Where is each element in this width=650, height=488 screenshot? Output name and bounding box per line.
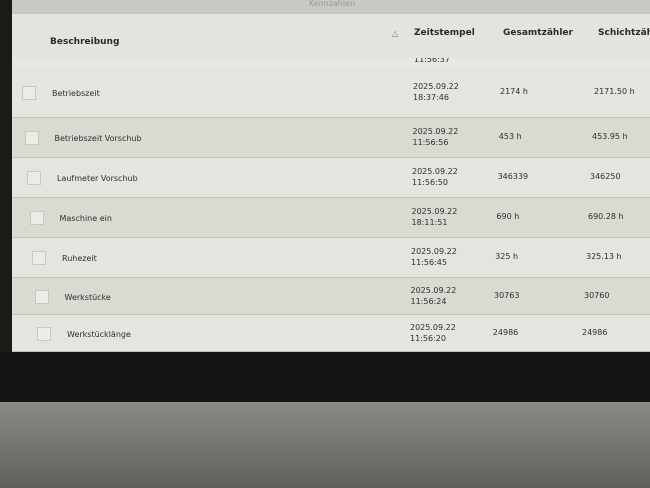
description: Werkstücke [64,292,111,302]
date: 2025.09.22 [410,285,457,295]
total: 24986 [492,327,519,337]
column-header[interactable]: Gesamtzähler [503,28,573,38]
background [0,402,650,488]
table-row[interactable]: Werkstücklänge 2025.09.22 11:56:20 24986 249… [12,315,650,352]
total: 453 h [498,132,522,141]
shift: 453.95 h [592,132,628,141]
description: Betriebszeit [52,89,100,98]
table-row[interactable]: Ruhezeit 2025.09.22 11:56:45 325 h 325.13 h [12,238,650,278]
time: 11:56:45 [411,258,447,267]
table-row[interactable]: Laufmeter Vorschub 2025.09.22 11:56:50 3463… [12,158,650,198]
table-row[interactable]: Maschine ein 2025.09.22 18:11:51 690 h 690.2… [12,198,650,238]
description: Werkstücklänge [67,329,131,339]
column-header[interactable]: Beschreibung [50,37,120,47]
checkbox[interactable] [27,171,41,185]
total: 2174 h [500,87,528,96]
date: 2025.09.22 [411,207,458,216]
date: 2025.09.22 [413,82,459,91]
sort-icon[interactable]: △ [392,29,399,38]
shift: 325.13 h [586,252,622,261]
shift: 24986 [582,327,608,337]
date: 2025.09.22 [412,167,458,176]
description: Maschine ein [59,214,112,223]
date: 2025.09.22 [410,322,456,332]
total: 690 h [496,212,520,221]
table-row[interactable]: Betriebszeit 2025.09.22 18:37:46 2174 h 2171… [12,68,650,118]
shift: 690.28 h [588,212,624,221]
table-header: Beschreibung Zeitstempel Gesamtzähler Schic… [12,14,650,59]
checkbox[interactable] [37,326,51,341]
bezel [0,0,12,400]
time: 11:56:56 [412,138,449,147]
date: 2025.09.22 [412,127,459,136]
checkbox[interactable] [24,131,39,145]
checkbox[interactable] [22,86,36,100]
description: Ruhezeit [62,254,97,263]
time: 11:56:24 [410,296,447,306]
time: 18:11:51 [411,218,448,227]
checkbox[interactable] [32,251,46,265]
shift: 30760 [584,290,610,300]
time: 18:37:46 [413,93,449,102]
table-row[interactable]: Werkstücke 2025.09.22 11:56:24 30763 30760 [12,278,650,315]
total: 30763 [494,290,520,300]
total: 346339 [497,172,529,181]
description: Laufmeter Vorschub [57,174,138,183]
column-header[interactable]: Zeitstempel [414,28,475,38]
time: 11:56:20 [410,333,446,343]
title-bar: Kennzahlen [12,0,650,14]
checkbox[interactable] [29,211,44,225]
table-row[interactable]: Betriebszeit Vorschub 2025.09.22 11:56:56 4… [12,118,650,158]
shift: 346250 [590,172,621,181]
total: 325 h [495,252,519,261]
column-header[interactable]: Schichtzähler [598,28,650,38]
title: Kennzahlen [308,0,356,8]
time: 11:56:37 [414,58,450,64]
date: 2025.09.22 [411,247,457,256]
bezel [0,352,650,402]
time: 11:56:50 [412,178,448,187]
description: Betriebszeit Vorschub [54,134,142,143]
checkbox[interactable] [34,289,49,304]
shift: 2171.50 h [594,87,635,96]
